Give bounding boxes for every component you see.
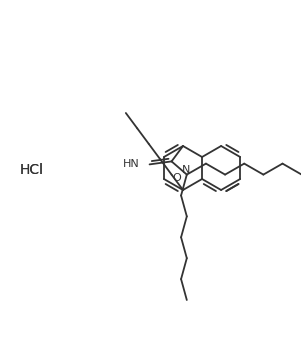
- Text: N: N: [182, 165, 190, 175]
- Text: HN: HN: [123, 159, 140, 169]
- Text: HCl: HCl: [20, 163, 44, 177]
- Text: HCl: HCl: [20, 163, 44, 177]
- Text: O: O: [172, 173, 181, 182]
